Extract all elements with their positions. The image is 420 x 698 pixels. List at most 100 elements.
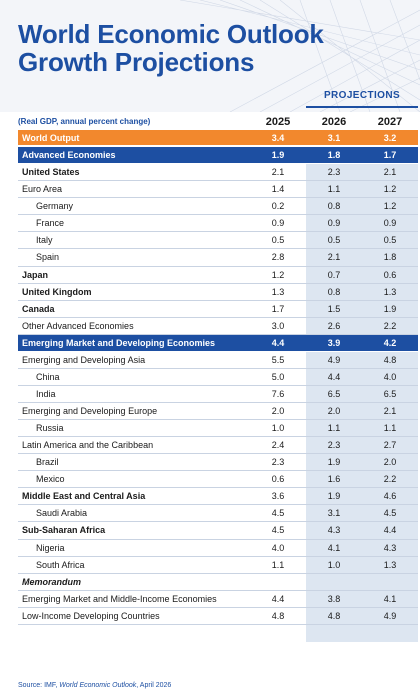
value-2027: 6.5 <box>383 388 397 399</box>
value-2026: 0.8 <box>327 286 341 297</box>
row-label: South Africa <box>36 559 85 570</box>
value-2025: 2.4 <box>271 440 285 451</box>
value-2025: 1.0 <box>271 423 285 434</box>
table-row: Advanced Economies 1.9 1.8 1.7 <box>18 147 418 165</box>
value-2025: 1.9 <box>271 150 285 161</box>
value-2025: 4.0 <box>271 542 285 553</box>
row-label: Italy <box>36 235 53 246</box>
table-row: United States 2.1 2.3 2.1 <box>18 164 418 182</box>
value-2025: 1.1 <box>271 559 285 570</box>
value-2027: 0.5 <box>383 235 397 246</box>
value-2026: 1.9 <box>327 491 341 502</box>
table-row: Sub-Saharan Africa 4.5 4.3 4.4 <box>18 522 418 540</box>
value-2025: 4.5 <box>271 508 285 519</box>
value-2025: 1.3 <box>271 286 285 297</box>
value-2026: 0.8 <box>327 201 341 212</box>
value-2026: 1.8 <box>327 150 341 161</box>
value-2025: 2.0 <box>271 406 285 417</box>
value-2026: 4.9 <box>327 354 341 365</box>
table-row: Latin America and the Caribbean 2.4 2.3 2.7 <box>18 437 418 455</box>
table-row: India 7.6 6.5 6.5 <box>18 386 418 403</box>
row-label: China <box>36 371 60 382</box>
row-label: Middle East and Central Asia <box>22 491 146 502</box>
row-label: Emerging and Developing Asia <box>22 354 146 365</box>
title-line-1: World Economic Outlook <box>18 19 324 49</box>
row-label: United States <box>22 167 80 178</box>
page-title: World Economic Outlook Growth Projection… <box>18 20 324 76</box>
row-label: Canada <box>22 303 55 314</box>
row-label: Emerging and Developing Europe <box>22 406 158 417</box>
value-2027: 2.1 <box>383 406 397 417</box>
value-2027: 1.2 <box>383 201 397 212</box>
value-2027: 4.0 <box>383 371 397 382</box>
value-2025: 7.6 <box>271 388 285 399</box>
value-2027: 2.0 <box>383 457 397 468</box>
title-line-2: Growth Projections <box>18 47 255 77</box>
value-2027: 1.7 <box>383 150 397 161</box>
table-row: Euro Area 1.4 1.1 1.2 <box>18 181 418 199</box>
value-2027: 1.3 <box>383 559 397 570</box>
row-label: Russia <box>36 423 64 434</box>
value-2025: 5.5 <box>271 354 285 365</box>
row-label: Germany <box>36 201 74 212</box>
value-2027: 4.9 <box>383 610 397 621</box>
row-label: Memorandum <box>22 576 82 587</box>
row-label: Saudi Arabia <box>36 508 88 519</box>
value-2027: 1.1 <box>383 423 397 434</box>
value-2025: 0.6 <box>271 474 285 485</box>
table-row: South Africa 1.1 1.0 1.3 <box>18 557 418 574</box>
header-background: World Economic Outlook Growth Projection… <box>0 0 420 112</box>
row-label: United Kingdom <box>22 286 92 297</box>
value-2026: 1.5 <box>327 303 341 314</box>
value-2026: 6.5 <box>327 388 341 399</box>
value-2026: 4.4 <box>327 371 341 382</box>
table-row: Mexico 0.6 1.6 2.2 <box>18 471 418 489</box>
row-label: Advanced Economies <box>22 150 116 161</box>
row-label: Emerging Market and Developing Economies <box>22 337 216 348</box>
value-2026: 0.5 <box>327 235 341 246</box>
table-row: Emerging and Developing Asia 5.5 4.9 4.8 <box>18 352 418 369</box>
row-label: India <box>36 388 56 399</box>
column-header-2026: 2026 <box>321 116 347 128</box>
value-2025: 0.9 <box>271 218 285 229</box>
value-2025: 2.3 <box>271 457 285 468</box>
row-label: Nigeria <box>36 542 65 553</box>
projections-shading <box>306 130 418 642</box>
value-2027: 0.6 <box>383 269 397 280</box>
value-2026: 1.6 <box>327 474 341 485</box>
decorative-mesh-pattern <box>179 0 420 112</box>
value-2027: 2.7 <box>383 440 397 451</box>
value-2025: 5.0 <box>271 371 285 382</box>
value-2025: 4.5 <box>271 525 285 536</box>
row-label: World Output <box>22 132 80 143</box>
table-row: France 0.9 0.9 0.9 <box>18 215 418 233</box>
value-2027: 4.5 <box>383 508 397 519</box>
value-2026: 3.9 <box>327 337 341 348</box>
table-row: Russia 1.0 1.1 1.1 <box>18 420 418 438</box>
value-2027: 4.1 <box>383 593 397 604</box>
value-2025: 1.2 <box>271 269 285 280</box>
value-2025: 3.4 <box>271 132 285 143</box>
row-label: Sub-Saharan Africa <box>22 525 106 536</box>
value-2026: 1.1 <box>327 423 341 434</box>
source-note: Source: IMF, World Economic Outlook, Apr… <box>18 682 172 689</box>
value-2026: 1.9 <box>327 457 341 468</box>
table-row: Italy 0.5 0.5 0.5 <box>18 232 418 250</box>
value-2027: 4.4 <box>383 525 397 536</box>
table-subheading: (Real GDP, annual percent change) <box>18 117 151 126</box>
value-2027: 1.9 <box>383 303 397 314</box>
value-2026: 3.8 <box>327 593 341 604</box>
value-2025: 2.8 <box>271 252 285 263</box>
row-label: Emerging Market and Middle-Income Econom… <box>22 593 217 604</box>
value-2026: 3.1 <box>327 508 341 519</box>
value-2026: 1.1 <box>327 184 341 195</box>
table-row: Germany 0.2 0.8 1.2 <box>18 198 418 216</box>
value-2026: 2.0 <box>327 406 341 417</box>
value-2025: 4.4 <box>271 337 285 348</box>
table-row: Canada 1.7 1.5 1.9 <box>18 301 418 318</box>
value-2027: 4.3 <box>383 542 397 553</box>
value-2025: 3.6 <box>271 491 285 502</box>
value-2025: 1.4 <box>271 184 285 195</box>
value-2027: 2.2 <box>383 474 397 485</box>
value-2026: 4.1 <box>327 542 341 553</box>
